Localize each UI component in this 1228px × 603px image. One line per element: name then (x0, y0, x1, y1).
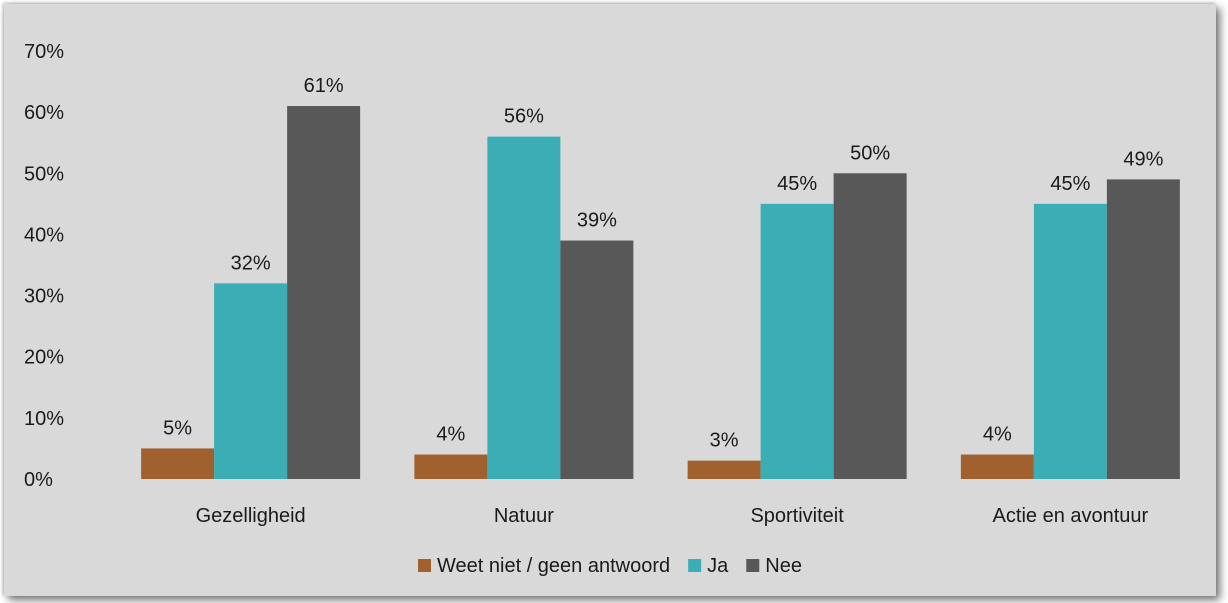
legend-swatch (746, 559, 760, 572)
y-tick-label: 50% (24, 163, 64, 185)
x-category-label: Sportiviteit (750, 505, 844, 527)
data-label: 61% (304, 75, 344, 97)
x-category-label: Actie en avontuur (993, 505, 1149, 527)
data-label: 49% (1123, 148, 1163, 170)
bar-chart: 0% 10% 20% 30% 40% 50% 60% 70% 5% 32% 61% Gezelligh… (24, 41, 1180, 577)
bar (687, 460, 761, 479)
x-category-label: Gezelligheid (196, 505, 306, 527)
legend-swatch (688, 559, 702, 572)
x-category-label: Natuur (494, 505, 554, 527)
bar (287, 106, 361, 480)
bar (760, 203, 834, 479)
y-tick-label: 0% (24, 469, 53, 491)
bar (141, 448, 215, 479)
legend-swatch (418, 559, 432, 572)
y-tick-label: 40% (24, 224, 64, 246)
data-label: 45% (777, 173, 817, 195)
bar (560, 240, 634, 479)
y-tick-label: 10% (24, 408, 64, 430)
legend-label: Weet niet / geen antwoord (437, 555, 670, 577)
y-tick-label: 20% (24, 347, 64, 369)
data-label: 32% (231, 252, 271, 274)
y-tick-label: 60% (24, 102, 64, 124)
y-tick-label: 30% (24, 286, 64, 308)
bar (1033, 203, 1107, 479)
data-label: 4% (983, 424, 1012, 446)
bar (1106, 179, 1180, 479)
data-label: 45% (1050, 173, 1090, 195)
data-label: 5% (163, 417, 192, 439)
legend-label: Nee (765, 555, 802, 577)
y-tick-label: 70% (24, 41, 64, 63)
bar (487, 136, 561, 479)
bar (214, 283, 288, 479)
chart-frame: 0% 10% 20% 30% 40% 50% 60% 70% 5% 32% 61% Gezelligh… (4, 4, 1216, 596)
data-label: 3% (710, 430, 739, 452)
data-label: 4% (436, 424, 465, 446)
bar (833, 173, 907, 480)
bar (414, 454, 488, 479)
data-label: 56% (504, 106, 544, 128)
legend-label: Ja (707, 555, 729, 577)
data-label: 39% (577, 210, 617, 232)
bar (960, 454, 1034, 479)
data-label: 50% (850, 142, 890, 164)
